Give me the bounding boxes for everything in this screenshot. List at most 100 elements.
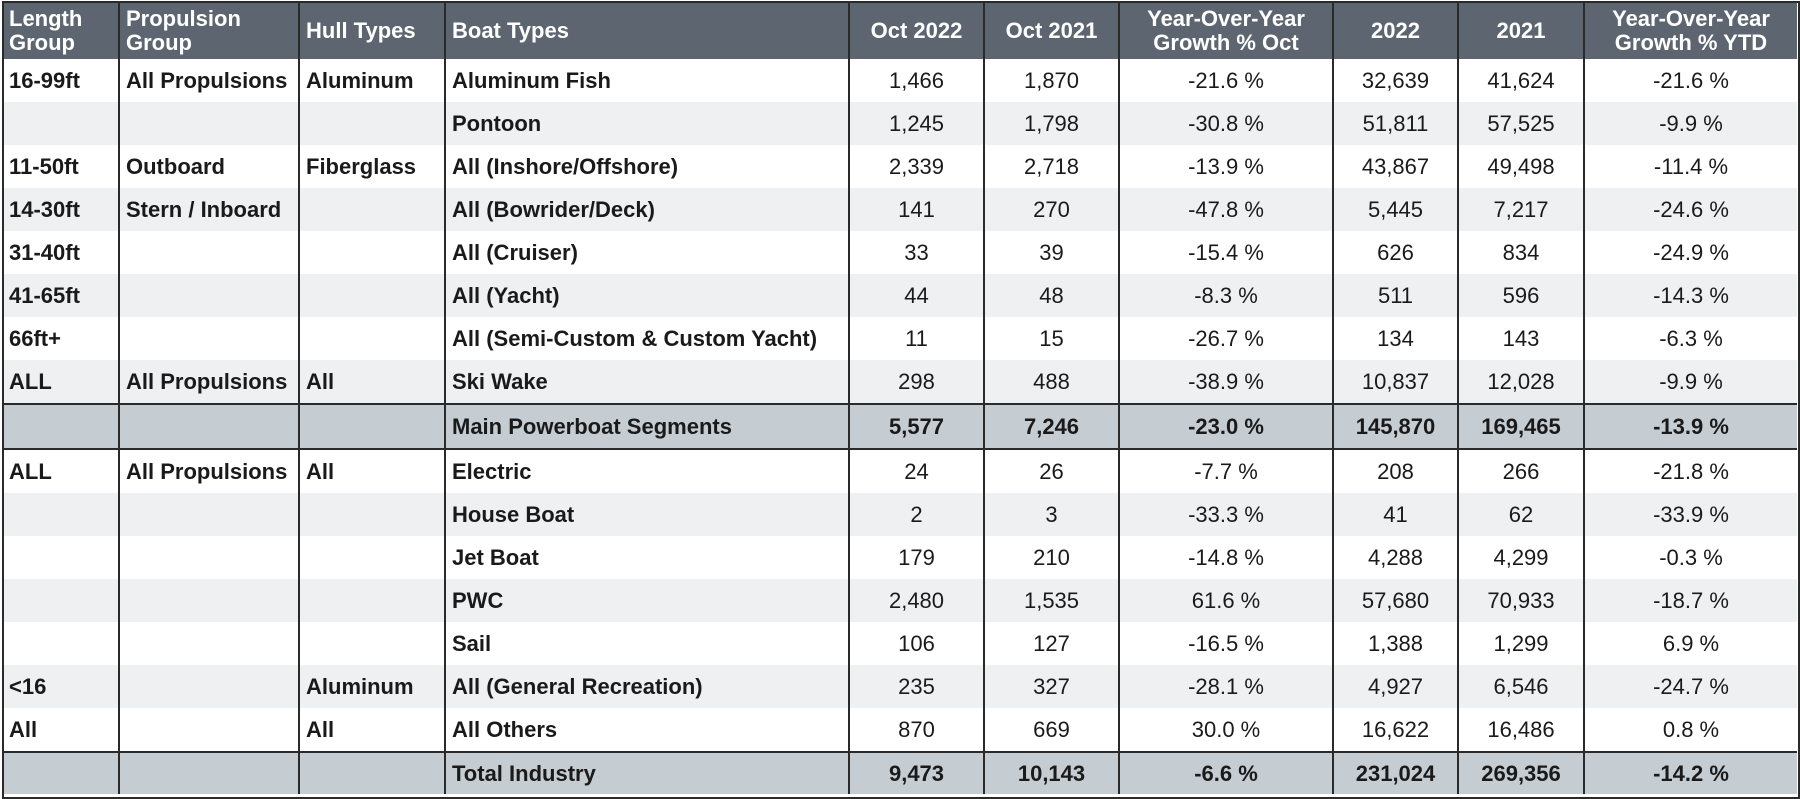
cell-yoy-growth-ytd: -6.3 % [1584,317,1797,360]
cell-ytd-2021: 70,933 [1458,579,1585,622]
cell-propulsion-group: Outboard [119,145,300,188]
cell-ytd-2022: 145,870 [1333,403,1459,450]
cell-length-group [3,403,120,450]
cell-oct-2021: 210 [984,536,1120,579]
cell-yoy-growth-oct: 30.0 % [1119,708,1334,752]
cell-oct-2022: 5,577 [849,403,985,450]
cell-yoy-growth-ytd: -24.9 % [1584,231,1797,274]
cell-yoy-growth-ytd: -21.8 % [1584,449,1797,493]
col-header-yoy-growth-oct: Year-Over-Year Growth % Oct [1119,2,1334,59]
cell-oct-2021: 488 [984,360,1120,404]
cell-boat-type: PWC [445,579,850,622]
cell-hull-type: All [299,449,446,493]
cell-hull-type [299,188,446,231]
cell-yoy-growth-ytd: -9.9 % [1584,102,1797,145]
cell-oct-2021: 1,798 [984,102,1120,145]
cell-length-group [3,536,120,579]
cell-yoy-growth-oct: -16.5 % [1119,622,1334,665]
table-row: All All All Others 870 669 30.0 % 16,622 16,486… [3,708,1797,752]
cell-ytd-2022: 231,024 [1333,751,1459,794]
cell-hull-type [299,622,446,665]
cell-propulsion-group: All Propulsions [119,360,300,404]
table-body: 16-99ft All Propulsions Aluminum Aluminum F… [3,59,1797,794]
cell-ytd-2022: 43,867 [1333,145,1459,188]
cell-yoy-growth-oct: -33.3 % [1119,493,1334,536]
cell-hull-type [299,231,446,274]
cell-ytd-2021: 1,299 [1458,622,1585,665]
cell-hull-type: Fiberglass [299,145,446,188]
cell-hull-type: All [299,708,446,752]
cell-ytd-2022: 4,288 [1333,536,1459,579]
cell-oct-2021: 7,246 [984,403,1120,450]
cell-ytd-2021: 62 [1458,493,1585,536]
cell-oct-2022: 2,339 [849,145,985,188]
cell-ytd-2021: 834 [1458,231,1585,274]
cell-propulsion-group [119,102,300,145]
col-header-boat-types: Boat Types [445,2,850,59]
cell-hull-type: All [299,360,446,404]
cell-oct-2022: 2 [849,493,985,536]
cell-yoy-growth-oct: -21.6 % [1119,59,1334,102]
col-header-oct-2021: Oct 2021 [984,2,1120,59]
cell-length-group [3,493,120,536]
col-header-yoy-growth-ytd: Year-Over-Year Growth % YTD [1584,2,1797,59]
cell-oct-2022: 141 [849,188,985,231]
cell-hull-type [299,493,446,536]
cell-oct-2022: 179 [849,536,985,579]
total-row: Total Industry 9,473 10,143 -6.6 % 231,024 26… [3,751,1797,794]
col-header-oct-2022: Oct 2022 [849,2,985,59]
cell-boat-type: All (Bowrider/Deck) [445,188,850,231]
cell-yoy-growth-oct: -14.8 % [1119,536,1334,579]
cell-ytd-2021: 269,356 [1458,751,1585,794]
cell-yoy-growth-ytd: 6.9 % [1584,622,1797,665]
cell-ytd-2022: 32,639 [1333,59,1459,102]
cell-yoy-growth-ytd: -21.6 % [1584,59,1797,102]
cell-yoy-growth-ytd: -33.9 % [1584,493,1797,536]
cell-yoy-growth-oct: -47.8 % [1119,188,1334,231]
cell-propulsion-group [119,708,300,752]
cell-boat-type: All (General Recreation) [445,665,850,708]
table-row: ALL All Propulsions All Electric 24 26 -7.7 % 2… [3,449,1797,493]
cell-length-group [3,751,120,794]
cell-yoy-growth-ytd: -11.4 % [1584,145,1797,188]
cell-yoy-growth-oct: -13.9 % [1119,145,1334,188]
cell-ytd-2021: 16,486 [1458,708,1585,752]
cell-length-group: 14-30ft [3,188,120,231]
col-header-propulsion-group: Propulsion Group [119,2,300,59]
cell-yoy-growth-ytd: -24.7 % [1584,665,1797,708]
cell-hull-type [299,102,446,145]
cell-oct-2021: 39 [984,231,1120,274]
cell-yoy-growth-ytd: -14.3 % [1584,274,1797,317]
cell-boat-type: Jet Boat [445,536,850,579]
cell-boat-type: All (Inshore/Offshore) [445,145,850,188]
cell-ytd-2021: 6,546 [1458,665,1585,708]
cell-hull-type [299,403,446,450]
cell-ytd-2022: 511 [1333,274,1459,317]
col-header-hull-types: Hull Types [299,2,446,59]
cell-propulsion-group: All Propulsions [119,449,300,493]
cell-ytd-2022: 626 [1333,231,1459,274]
table-row: <16 Aluminum All (General Recreation) 235 32… [3,665,1797,708]
cell-oct-2022: 870 [849,708,985,752]
table-row: Sail 106 127 -16.5 % 1,388 1,299 6.9 % [3,622,1797,665]
cell-oct-2022: 9,473 [849,751,985,794]
cell-yoy-growth-oct: -28.1 % [1119,665,1334,708]
cell-length-group [3,102,120,145]
cell-oct-2021: 10,143 [984,751,1120,794]
cell-ytd-2022: 208 [1333,449,1459,493]
cell-hull-type [299,274,446,317]
cell-yoy-growth-oct: -15.4 % [1119,231,1334,274]
cell-oct-2022: 235 [849,665,985,708]
table-row: 14-30ft Stern / Inboard All (Bowrider/Deck… [3,188,1797,231]
cell-length-group: 41-65ft [3,274,120,317]
table-row: 11-50ft Outboard Fiberglass All (Inshore/Of… [3,145,1797,188]
cell-boat-type: All (Semi-Custom & Custom Yacht) [445,317,850,360]
cell-yoy-growth-ytd: -14.2 % [1584,751,1797,794]
cell-oct-2021: 3 [984,493,1120,536]
cell-length-group: 66ft+ [3,317,120,360]
table-row: 41-65ft All (Yacht) 44 48 -8.3 % 511 596 -14.3 … [3,274,1797,317]
cell-boat-type: All (Cruiser) [445,231,850,274]
cell-oct-2021: 26 [984,449,1120,493]
cell-oct-2022: 106 [849,622,985,665]
cell-ytd-2022: 1,388 [1333,622,1459,665]
